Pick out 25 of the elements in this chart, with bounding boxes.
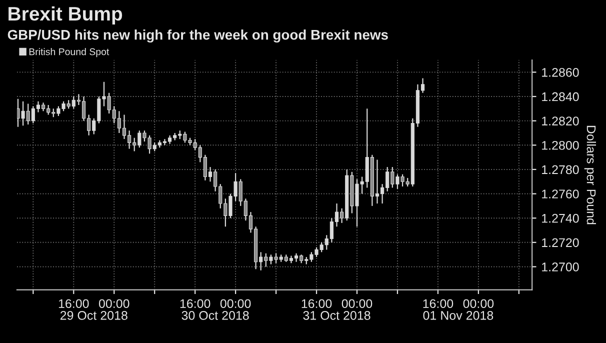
x2-tick-label: 29 Oct 2018 xyxy=(60,311,128,320)
y-tick-label: 1.2820 xyxy=(542,116,579,126)
y-tick-label: 1.2720 xyxy=(542,238,579,248)
x-tick-label: 16:00 xyxy=(423,299,454,308)
x-tick-label: 00:00 xyxy=(98,299,130,308)
x-tick-label: 00:00 xyxy=(342,299,372,308)
y-tick-label: 1.2760 xyxy=(542,190,579,198)
y-tick-label: 1.2780 xyxy=(542,165,579,174)
legend-label: British Pound Spot xyxy=(29,48,110,58)
chart-subtitle: GBP/USD hits new high for the week on good Brexit news xyxy=(8,30,388,43)
x2-tick-label: 30 Oct 2018 xyxy=(182,311,249,320)
y-tick-label: 1.2840 xyxy=(542,92,579,102)
y-tick-label: 1.2800 xyxy=(542,140,579,150)
x-tick-label: 00:00 xyxy=(220,299,251,308)
x-tick-label: 16:00 xyxy=(180,299,210,308)
x-tick-label: 16:00 xyxy=(302,299,332,308)
x-tick-label: 16:00 xyxy=(58,299,89,308)
x2-tick-label: 31 Oct 2018 xyxy=(303,311,370,320)
y-axis-title: Dollars per Pound xyxy=(584,126,596,224)
y-tick-label: 1.2700 xyxy=(542,262,579,272)
y-tick-label: 1.2860 xyxy=(542,68,579,77)
chart-title: Brexit Bump xyxy=(8,6,122,24)
x2-tick-label: 01 Nov 2018 xyxy=(423,311,494,320)
y-tick-label: 1.2740 xyxy=(542,214,579,223)
x-tick-label: 00:00 xyxy=(463,299,494,308)
